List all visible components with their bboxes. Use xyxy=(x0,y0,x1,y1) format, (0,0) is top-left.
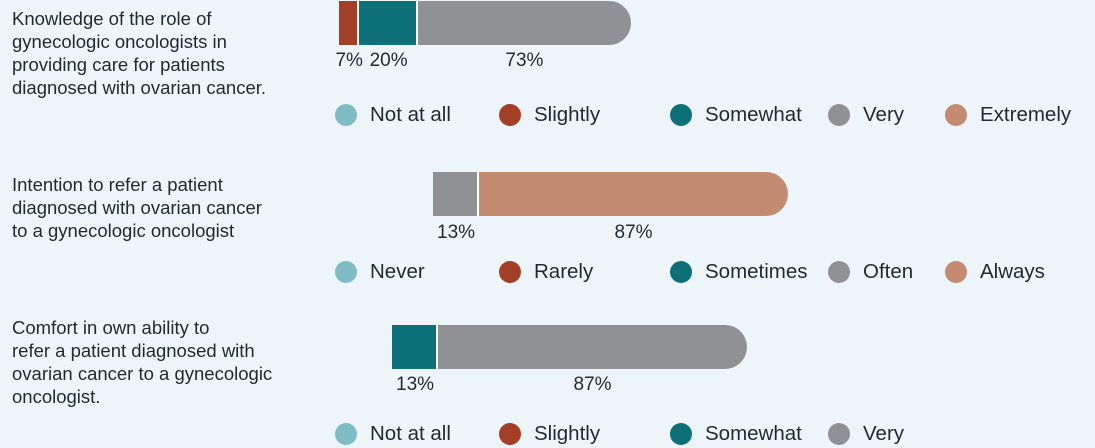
legend-label: Sometimes xyxy=(705,260,808,283)
legend-item: Often xyxy=(828,258,913,286)
bar-segment-somewhat xyxy=(392,325,439,369)
legend-swatch xyxy=(499,104,521,126)
legend-label: Slightly xyxy=(534,422,601,445)
legend-label: Not at all xyxy=(370,103,451,126)
legend-item: Extremely xyxy=(945,101,1071,129)
legend-label: Somewhat xyxy=(705,422,802,445)
legend-swatch xyxy=(670,423,692,445)
value-label: 87% xyxy=(614,222,653,243)
value-labels: 13% 87% xyxy=(392,374,747,398)
question-line: Knowledge of the role of xyxy=(12,8,212,29)
bar-segment-often xyxy=(433,172,480,216)
legend-item: Very xyxy=(828,420,904,448)
value-labels: 7% 20% 73% xyxy=(335,50,631,74)
question-text: Comfort in own ability to refer a patient… xyxy=(12,316,322,408)
legend-label: Very xyxy=(863,103,905,126)
question-line: gynecologic oncologists in xyxy=(12,31,227,52)
stacked-bar xyxy=(339,1,631,45)
question-line: diagnosed with ovarian cancer. xyxy=(12,77,267,98)
legend-label: Always xyxy=(980,260,1045,283)
bar-segment-always xyxy=(479,172,788,216)
legend-item: Never xyxy=(335,258,425,286)
legend-item: Somewhat xyxy=(670,420,802,448)
legend-item: Always xyxy=(945,258,1045,286)
legend-swatch xyxy=(499,261,521,283)
legend-swatch xyxy=(670,261,692,283)
legend-label: Somewhat xyxy=(705,103,802,126)
bar-segment-somewhat xyxy=(359,1,418,45)
value-label: 87% xyxy=(573,374,612,395)
legend-item: Sometimes xyxy=(670,258,808,286)
legend-label: Often xyxy=(863,260,914,283)
stacked-bar xyxy=(433,172,788,216)
legend-swatch xyxy=(335,104,357,126)
legend-label: Not at all xyxy=(370,422,451,445)
value-label: 13% xyxy=(396,374,435,395)
question-line: ovarian cancer to a gynecologic xyxy=(12,363,273,384)
value-labels: 13% 87% xyxy=(433,222,788,246)
legend-item: Slightly xyxy=(499,420,600,448)
question-line: to a gynecologic oncologist xyxy=(12,220,235,241)
legend-swatch xyxy=(945,104,967,126)
value-label: 73% xyxy=(505,50,544,71)
legend-item: Very xyxy=(828,101,904,129)
question-line: diagnosed with ovarian cancer xyxy=(12,197,262,218)
legend-swatch xyxy=(499,423,521,445)
stacked-bar xyxy=(392,325,747,369)
bar-segment-slightly xyxy=(339,1,360,45)
question-text: Knowledge of the role of gynecologic onco… xyxy=(12,7,322,99)
legend-label: Extremely xyxy=(980,103,1072,126)
legend-swatch xyxy=(828,423,850,445)
legend-label: Never xyxy=(370,260,425,283)
legend-swatch xyxy=(945,261,967,283)
legend-label: Very xyxy=(863,422,905,445)
question-line: Comfort in own ability to xyxy=(12,317,210,338)
legend-swatch xyxy=(335,261,357,283)
question-line: oncologist. xyxy=(12,386,101,407)
bar-segment-very xyxy=(417,1,631,45)
legend-label: Slightly xyxy=(534,103,601,126)
bar-segment-very xyxy=(438,325,747,369)
value-label: 20% xyxy=(369,50,408,71)
legend-swatch xyxy=(828,104,850,126)
legend-item: Not at all xyxy=(335,420,451,448)
legend-swatch xyxy=(335,423,357,445)
question-line: refer a patient diagnosed with xyxy=(12,340,255,361)
value-label: 13% xyxy=(437,222,476,243)
value-label: 7% xyxy=(335,50,363,71)
legend-item: Rarely xyxy=(499,258,593,286)
legend-label: Rarely xyxy=(534,260,594,283)
legend-swatch xyxy=(670,104,692,126)
question-line: Intention to refer a patient xyxy=(12,174,223,195)
legend-item: Not at all xyxy=(335,101,451,129)
legend-item: Somewhat xyxy=(670,101,802,129)
legend-swatch xyxy=(828,261,850,283)
legend-item: Slightly xyxy=(499,101,600,129)
question-line: providing care for patients xyxy=(12,54,225,75)
question-text: Intention to refer a patient diagnosed wi… xyxy=(12,173,322,242)
